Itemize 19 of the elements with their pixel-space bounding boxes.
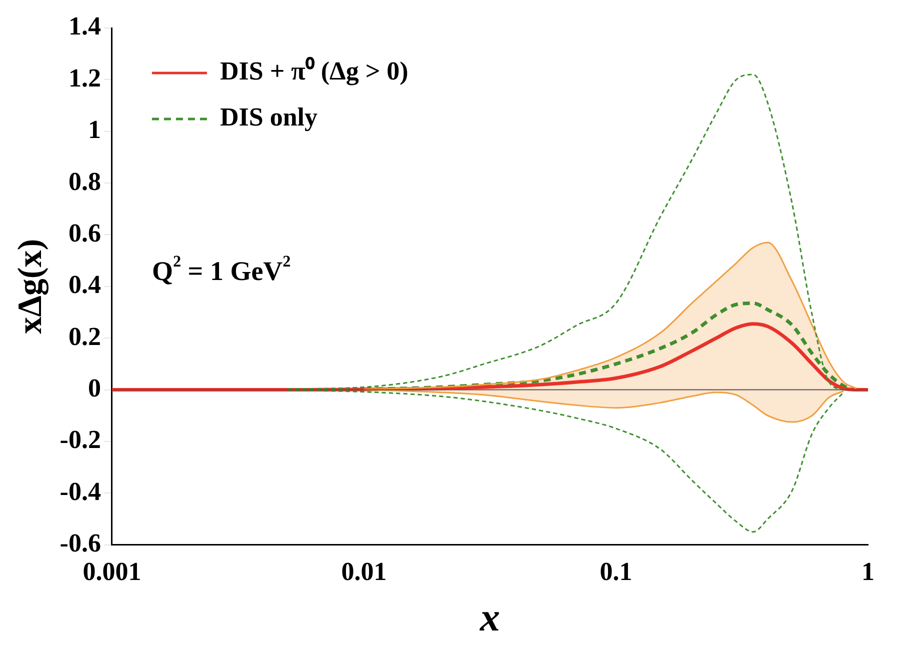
- x-tick-label: 0.1: [600, 557, 632, 586]
- y-axis-title: xΔg(x): [12, 238, 50, 334]
- y-tick-label: 1.4: [68, 12, 101, 41]
- legend-label: DIS only: [220, 102, 318, 132]
- y-tick-label: -0.2: [60, 425, 101, 454]
- x-tick-label: 0.001: [82, 557, 142, 586]
- y-tick-label: 0.8: [68, 166, 101, 196]
- legend-label: DIS + π⁰ (Δg > 0): [220, 56, 408, 86]
- y-tick-label: 0: [88, 373, 101, 402]
- x-axis-title: x: [478, 594, 500, 640]
- y-tick-label: 0.6: [68, 218, 101, 248]
- y-tick-label: 1: [88, 115, 101, 144]
- x-tick-label: 1: [862, 557, 874, 586]
- x-tick-label: 0.01: [341, 557, 387, 586]
- y-tick-label: -0.6: [60, 528, 101, 558]
- y-tick-label: 0.2: [68, 322, 101, 351]
- y-tick-label: 1.2: [68, 63, 101, 92]
- y-tick-label: -0.4: [60, 476, 101, 506]
- y-tick-label: 0.4: [68, 270, 101, 300]
